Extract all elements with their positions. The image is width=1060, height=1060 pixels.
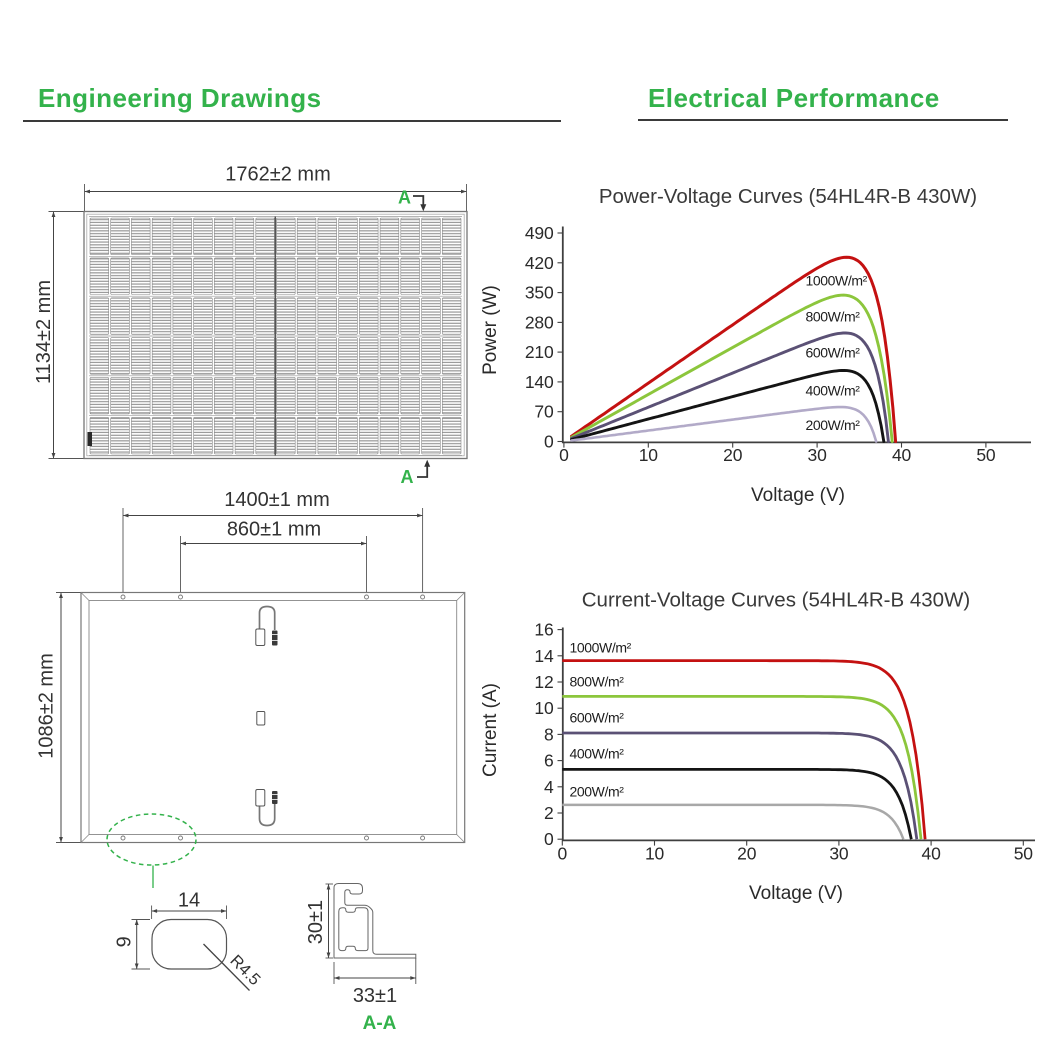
svg-text:0: 0 — [559, 445, 569, 465]
svg-text:10: 10 — [645, 844, 665, 864]
svg-text:350: 350 — [525, 283, 554, 303]
svg-text:30±1: 30±1 — [305, 900, 327, 944]
svg-text:1000W/m²: 1000W/m² — [806, 273, 868, 289]
svg-text:420: 420 — [525, 253, 554, 273]
svg-text:A: A — [398, 188, 411, 208]
svg-text:12: 12 — [534, 672, 553, 692]
svg-text:210: 210 — [525, 342, 554, 362]
svg-text:860±1 mm: 860±1 mm — [227, 519, 321, 541]
svg-text:400W/m²: 400W/m² — [806, 383, 861, 399]
svg-text:140: 140 — [525, 372, 554, 392]
svg-text:16: 16 — [534, 620, 553, 640]
svg-text:14: 14 — [534, 646, 554, 666]
svg-text:1400±1 mm: 1400±1 mm — [224, 489, 329, 511]
svg-text:1086±2 mm: 1086±2 mm — [36, 653, 58, 758]
svg-text:Power-Voltage Curves (54HL4R-B: Power-Voltage Curves (54HL4R-B 430W) — [599, 185, 977, 208]
svg-text:400W/m²: 400W/m² — [570, 746, 625, 762]
svg-text:8: 8 — [544, 724, 554, 744]
svg-text:0: 0 — [544, 432, 554, 452]
svg-text:0: 0 — [544, 829, 554, 849]
svg-text:40: 40 — [892, 445, 912, 465]
svg-text:6: 6 — [544, 751, 554, 771]
svg-text:Current (A): Current (A) — [480, 683, 501, 777]
svg-text:14: 14 — [178, 890, 200, 912]
svg-text:Current-Voltage Curves (54HL4R: Current-Voltage Curves (54HL4R-B 430W) — [582, 589, 971, 612]
svg-text:40: 40 — [922, 844, 942, 864]
svg-text:20: 20 — [723, 445, 743, 465]
svg-text:9: 9 — [114, 936, 136, 947]
svg-text:600W/m²: 600W/m² — [806, 345, 861, 361]
svg-text:70: 70 — [534, 402, 554, 422]
svg-text:4: 4 — [544, 777, 554, 797]
svg-text:Voltage (V): Voltage (V) — [751, 485, 845, 506]
svg-text:490: 490 — [525, 223, 554, 243]
svg-text:50: 50 — [1014, 844, 1034, 864]
svg-text:Power (W): Power (W) — [480, 285, 501, 375]
svg-text:600W/m²: 600W/m² — [570, 710, 625, 726]
svg-text:33±1: 33±1 — [353, 985, 397, 1007]
svg-text:50: 50 — [976, 445, 996, 465]
svg-text:Voltage (V): Voltage (V) — [749, 883, 843, 904]
svg-text:A-A: A-A — [363, 1013, 397, 1034]
svg-text:200W/m²: 200W/m² — [806, 417, 861, 433]
svg-text:1000W/m²: 1000W/m² — [570, 640, 632, 656]
svg-text:1134±2 mm: 1134±2 mm — [33, 280, 55, 384]
svg-text:800W/m²: 800W/m² — [806, 309, 861, 325]
svg-text:0: 0 — [558, 844, 568, 864]
svg-text:R4.5: R4.5 — [226, 952, 263, 989]
svg-text:A: A — [401, 467, 414, 487]
svg-text:30: 30 — [829, 844, 849, 864]
svg-text:200W/m²: 200W/m² — [570, 784, 625, 800]
svg-text:10: 10 — [534, 698, 554, 718]
svg-text:2: 2 — [544, 803, 554, 823]
svg-text:1762±2 mm: 1762±2 mm — [225, 164, 330, 186]
svg-text:10: 10 — [639, 445, 659, 465]
svg-text:30: 30 — [808, 445, 828, 465]
svg-text:20: 20 — [737, 844, 757, 864]
svg-text:280: 280 — [525, 312, 554, 332]
svg-text:800W/m²: 800W/m² — [570, 674, 625, 690]
